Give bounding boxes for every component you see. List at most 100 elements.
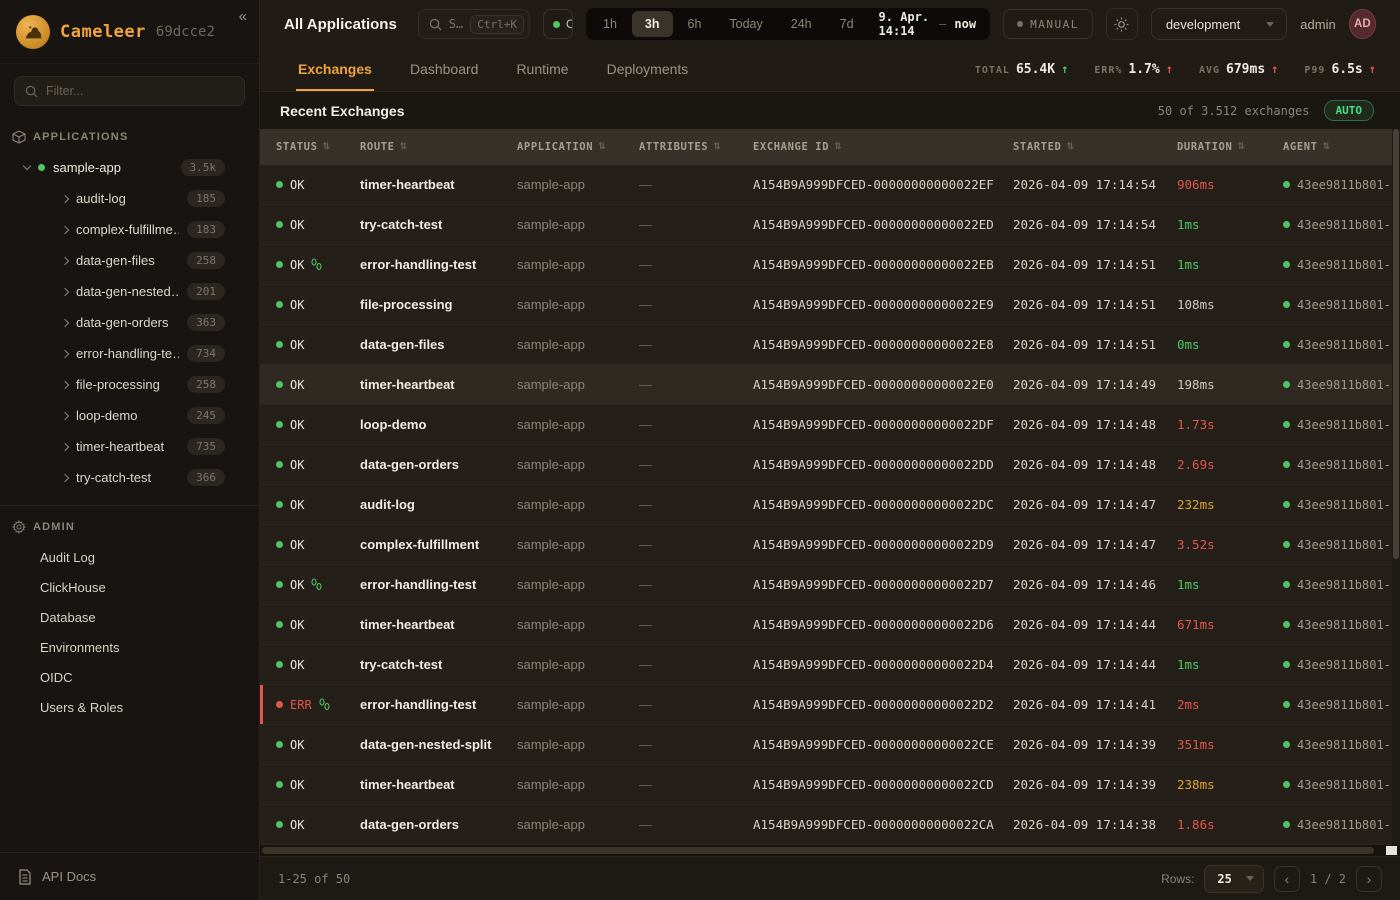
route-cell: try-catch-test [360, 217, 443, 232]
vertical-scrollbar-thumb[interactable] [1393, 129, 1399, 559]
admin-item[interactable]: OIDC [40, 669, 73, 685]
table-row[interactable]: OK data-gen-files sample-app — A154B9A99… [260, 325, 1400, 365]
table-row[interactable]: OK timer-heartbeat sample-app — A154B9A9… [260, 605, 1400, 645]
tab[interactable]: Runtime [514, 48, 570, 91]
sidebar-item-sample-app[interactable]: sample-app 3.5k [0, 152, 259, 183]
admin-item[interactable]: Environments [40, 639, 120, 655]
time-range-button[interactable]: 3h [631, 11, 673, 37]
table-row[interactable]: OK data-gen-orders sample-app — A154B9A9… [260, 805, 1400, 845]
sidebar-route-item[interactable]: loop-demo 245 [0, 400, 259, 431]
application-cell: sample-app [517, 177, 585, 192]
column-header[interactable]: APPLICATION ⇅ [517, 141, 607, 153]
status-cell: OK [276, 178, 360, 192]
count-badge: 201 [187, 283, 225, 300]
column-header[interactable]: ATTRIBUTES ⇅ [639, 141, 722, 153]
status-dot-green [38, 164, 45, 171]
status-dot [276, 741, 283, 748]
sidebar-route-item[interactable]: error-handling-te… 734 [0, 338, 259, 369]
sidebar-route-item[interactable]: complex-fulfillme… 183 [0, 214, 259, 245]
table-row[interactable]: OK audit-log sample-app — A154B9A999DFCE… [260, 485, 1400, 525]
table-row[interactable]: ERR error-handling-test sample-app — A15… [260, 685, 1400, 725]
attributes-cell: — [639, 617, 652, 632]
status-dot [276, 781, 283, 788]
count-badge: 734 [187, 345, 225, 362]
table-row[interactable]: OK error-handling-test sample-app — A154… [260, 245, 1400, 285]
duration-cell: 238ms [1177, 777, 1215, 792]
column-header[interactable]: EXCHANGE ID ⇅ [753, 141, 843, 153]
sort-icon: ⇅ [1237, 142, 1246, 152]
avatar[interactable]: AD [1348, 9, 1376, 39]
table-row[interactable]: OK timer-heartbeat sample-app — A154B9A9… [260, 765, 1400, 805]
tab[interactable]: Dashboard [408, 48, 481, 91]
started-cell: 2026-04-09 17:14:54 [1013, 177, 1156, 192]
sidebar-route-item[interactable]: timer-heartbeat 735 [0, 431, 259, 462]
vertical-scrollbar[interactable] [1392, 129, 1400, 845]
steps-icon [311, 578, 323, 591]
time-range-button[interactable]: 1h [590, 11, 630, 37]
next-page-button[interactable]: › [1356, 865, 1382, 892]
auto-refresh-badge[interactable]: AUTO [1323, 100, 1374, 121]
status-cell: OK [276, 458, 360, 472]
time-range-button[interactable]: 24h [778, 11, 825, 37]
sidebar-route-item[interactable]: data-gen-orders 363 [0, 307, 259, 338]
horizontal-scrollbar[interactable] [260, 845, 1400, 856]
duration-cell: 1.73s [1177, 417, 1215, 432]
sidebar-route-item[interactable]: try-catch-test 366 [0, 462, 259, 493]
table-row[interactable]: OK data-gen-nested-split sample-app — A1… [260, 725, 1400, 765]
search-icon [25, 85, 38, 98]
agent-cell: 43ee9811b801-1 [1283, 458, 1400, 472]
horizontal-scrollbar-thumb[interactable] [262, 847, 1374, 854]
column-header[interactable]: STARTED ⇅ [1013, 141, 1075, 153]
api-docs-link[interactable]: API Docs [0, 852, 259, 900]
pagination-bar: 1-25 of 50 Rows: 25 ‹ 1 / 2 › [260, 856, 1400, 900]
table-row[interactable]: OK try-catch-test sample-app — A154B9A99… [260, 205, 1400, 245]
tab[interactable]: Deployments [605, 48, 691, 91]
sidebar-route-item[interactable]: file-processing 258 [0, 369, 259, 400]
rows-per-page-select[interactable]: 25 [1204, 864, 1264, 893]
attributes-cell: — [639, 537, 652, 552]
environment-select[interactable]: development [1150, 8, 1288, 40]
status-dot [276, 341, 283, 348]
time-range-button[interactable]: Today [716, 11, 775, 37]
table-row[interactable]: OK error-handling-test sample-app — A154… [260, 565, 1400, 605]
gear-icon [12, 520, 26, 534]
column-header[interactable]: AGENT ⇅ [1283, 141, 1331, 153]
prev-page-button[interactable]: ‹ [1273, 865, 1300, 892]
sidebar-collapse-button[interactable]: « [238, 8, 247, 25]
admin-item[interactable]: ClickHouse [40, 579, 106, 595]
theme-toggle-button[interactable] [1105, 8, 1138, 40]
sidebar-route-item[interactable]: data-gen-nested… 201 [0, 276, 259, 307]
table-row[interactable]: OK complex-fulfillment sample-app — A154… [260, 525, 1400, 565]
date-range-picker[interactable]: 9. Apr. 14:14 – now [878, 10, 977, 38]
table-row[interactable]: OK try-catch-test sample-app — A154B9A99… [260, 645, 1400, 685]
sidebar-route-item[interactable]: audit-log 185 [0, 183, 259, 214]
trend-arrow-icon: ↑ [1271, 62, 1279, 76]
admin-item[interactable]: Database [40, 609, 96, 625]
admin-item[interactable]: Users & Roles [40, 699, 124, 715]
agent-cell: 43ee9811b801-1 [1283, 418, 1400, 432]
column-header[interactable]: STATUS ⇅ [276, 141, 331, 153]
tabs: Exchanges Dashboard Runtime Deployments [296, 48, 690, 91]
table-row[interactable]: OK timer-heartbeat sample-app — A154B9A9… [260, 365, 1400, 405]
started-cell: 2026-04-09 17:14:54 [1013, 217, 1156, 232]
admin-item[interactable]: Audit Log [40, 549, 95, 565]
table-row[interactable]: OK loop-demo sample-app — A154B9A999DFCE… [260, 405, 1400, 445]
tab[interactable]: Exchanges [296, 48, 374, 91]
table-row[interactable]: OK data-gen-orders sample-app — A154B9A9… [260, 445, 1400, 485]
scrollbar-corner [1386, 846, 1397, 855]
table-row[interactable]: OK timer-heartbeat sample-app — A154B9A9… [260, 165, 1400, 205]
app-logo[interactable]: Cameleer 69dcce2 [16, 14, 215, 49]
sidebar-route-item[interactable]: data-gen-files 258 [0, 245, 259, 276]
filter-input[interactable]: Filter... [14, 76, 245, 106]
column-header[interactable]: DURATION ⇅ [1177, 141, 1246, 153]
chevron-down-icon [1266, 21, 1275, 27]
search-input[interactable]: S… Ctrl+K [417, 9, 530, 39]
column-header[interactable]: ROUTE ⇅ [360, 141, 408, 153]
time-range-button[interactable]: 6h [675, 11, 715, 37]
table-row[interactable]: OK file-processing sample-app — A154B9A9… [260, 285, 1400, 325]
manual-refresh-button[interactable]: MANUAL [1003, 9, 1093, 39]
online-status-button[interactable]: O [543, 9, 573, 39]
route-cell: timer-heartbeat [360, 177, 455, 192]
time-range-button[interactable]: 7d [827, 11, 867, 37]
status-cell: ERR [276, 698, 360, 712]
